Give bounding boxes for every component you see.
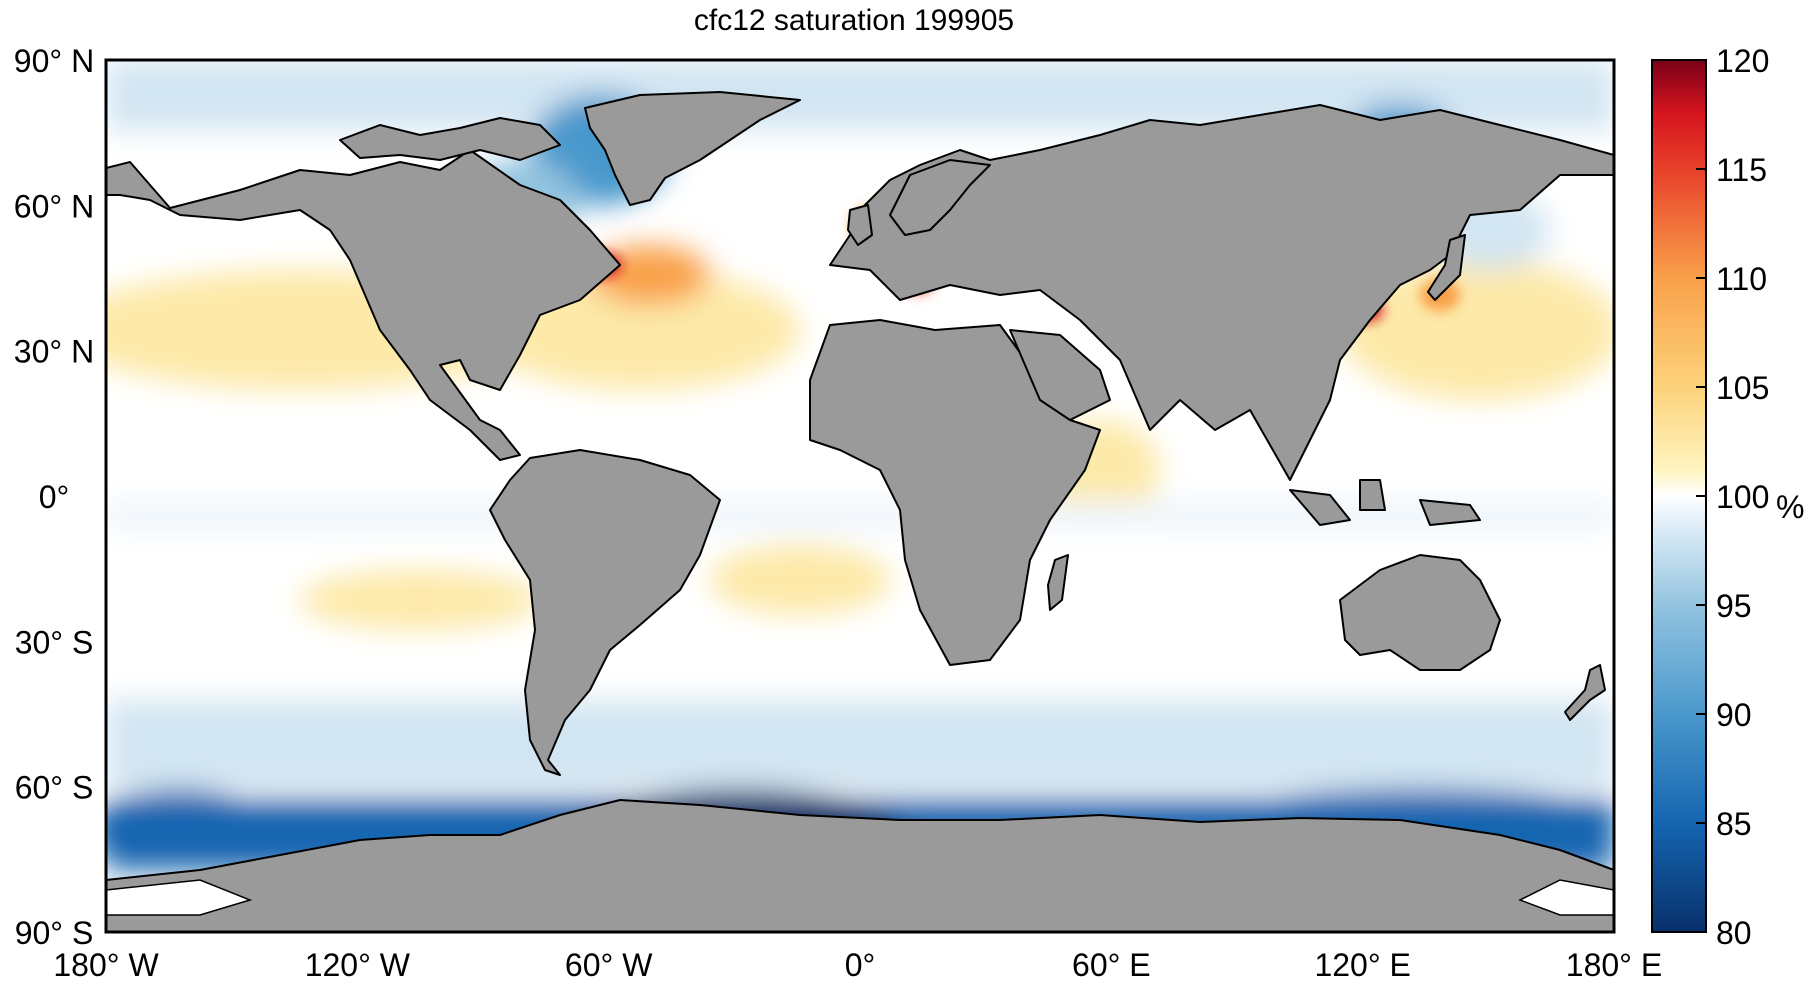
latitude-tick-0: 90° N <box>14 43 94 79</box>
longitude-tick-0: 180° W <box>53 947 159 983</box>
latitude-tick-2: 30° N <box>14 334 94 370</box>
australia-land <box>1339 554 1501 671</box>
arctic-islands <box>339 117 561 161</box>
latitude-tick-labels: 90° N 60° N 30° N 0° 30° S 60° S 90° S <box>14 43 94 951</box>
madagascar-land <box>1047 554 1069 611</box>
north-america-land <box>106 149 621 461</box>
colorbar-tick-7: 115 <box>1716 152 1767 188</box>
map-title: cfc12 saturation 199905 <box>694 4 1014 37</box>
land-masses <box>106 91 1614 932</box>
colorbar-tick-0: 80 <box>1716 915 1752 951</box>
japan-land <box>1427 234 1466 301</box>
colorbar-tick-2: 90 <box>1716 697 1752 733</box>
longitude-tick-5: 120° E <box>1314 947 1410 983</box>
eurasia-land <box>829 104 1614 481</box>
colorbar-tick-6: 110 <box>1716 261 1767 297</box>
new-zealand-land <box>1564 664 1606 721</box>
map-plot-area <box>106 60 1614 932</box>
britain-land <box>847 204 873 246</box>
longitude-tick-3: 0° <box>845 947 876 983</box>
latitude-tick-1: 60° N <box>14 188 94 224</box>
indonesia-land <box>1289 479 1481 526</box>
colorbar-tick-5: 105 <box>1716 370 1769 406</box>
colorbar-tick-3: 95 <box>1716 588 1752 624</box>
colorbar-tick-labels: 80 85 90 95 100 105 110 115 120 <box>1696 43 1769 951</box>
longitude-tick-labels: 180° W 120° W 60° W 0° 60° E 120° E 180° E <box>53 947 1662 983</box>
ocean-saturation-field <box>106 60 1614 890</box>
ice-shelf-right <box>1518 879 1614 916</box>
colorbar-tick-4: 100 <box>1716 479 1769 515</box>
latitude-tick-6: 90° S <box>15 915 94 951</box>
latitude-tick-4: 30° S <box>15 624 94 660</box>
colorbar-tick-8: 120 <box>1716 43 1769 79</box>
scandinavia-land <box>889 159 991 236</box>
antarctica-land <box>106 799 1614 932</box>
colorbar-tick-1: 85 <box>1716 806 1752 842</box>
arabia-land <box>1009 329 1111 421</box>
south-america-land <box>489 449 721 776</box>
greenland-land <box>584 91 801 206</box>
longitude-tick-1: 120° W <box>305 947 411 983</box>
longitude-tick-2: 60° W <box>565 947 653 983</box>
latitude-tick-5: 60° S <box>15 770 94 806</box>
longitude-tick-4: 60° E <box>1072 947 1151 983</box>
ice-shelf-left <box>106 879 253 916</box>
colorbar-unit-label: % <box>1776 489 1804 525</box>
map-frame <box>104 58 1616 934</box>
longitude-tick-6: 180° E <box>1566 947 1662 983</box>
africa-land <box>809 319 1101 666</box>
latitude-tick-3: 0° <box>39 479 70 515</box>
